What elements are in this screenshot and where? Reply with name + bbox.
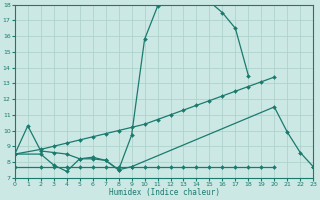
X-axis label: Humidex (Indice chaleur): Humidex (Indice chaleur) bbox=[108, 188, 220, 197]
